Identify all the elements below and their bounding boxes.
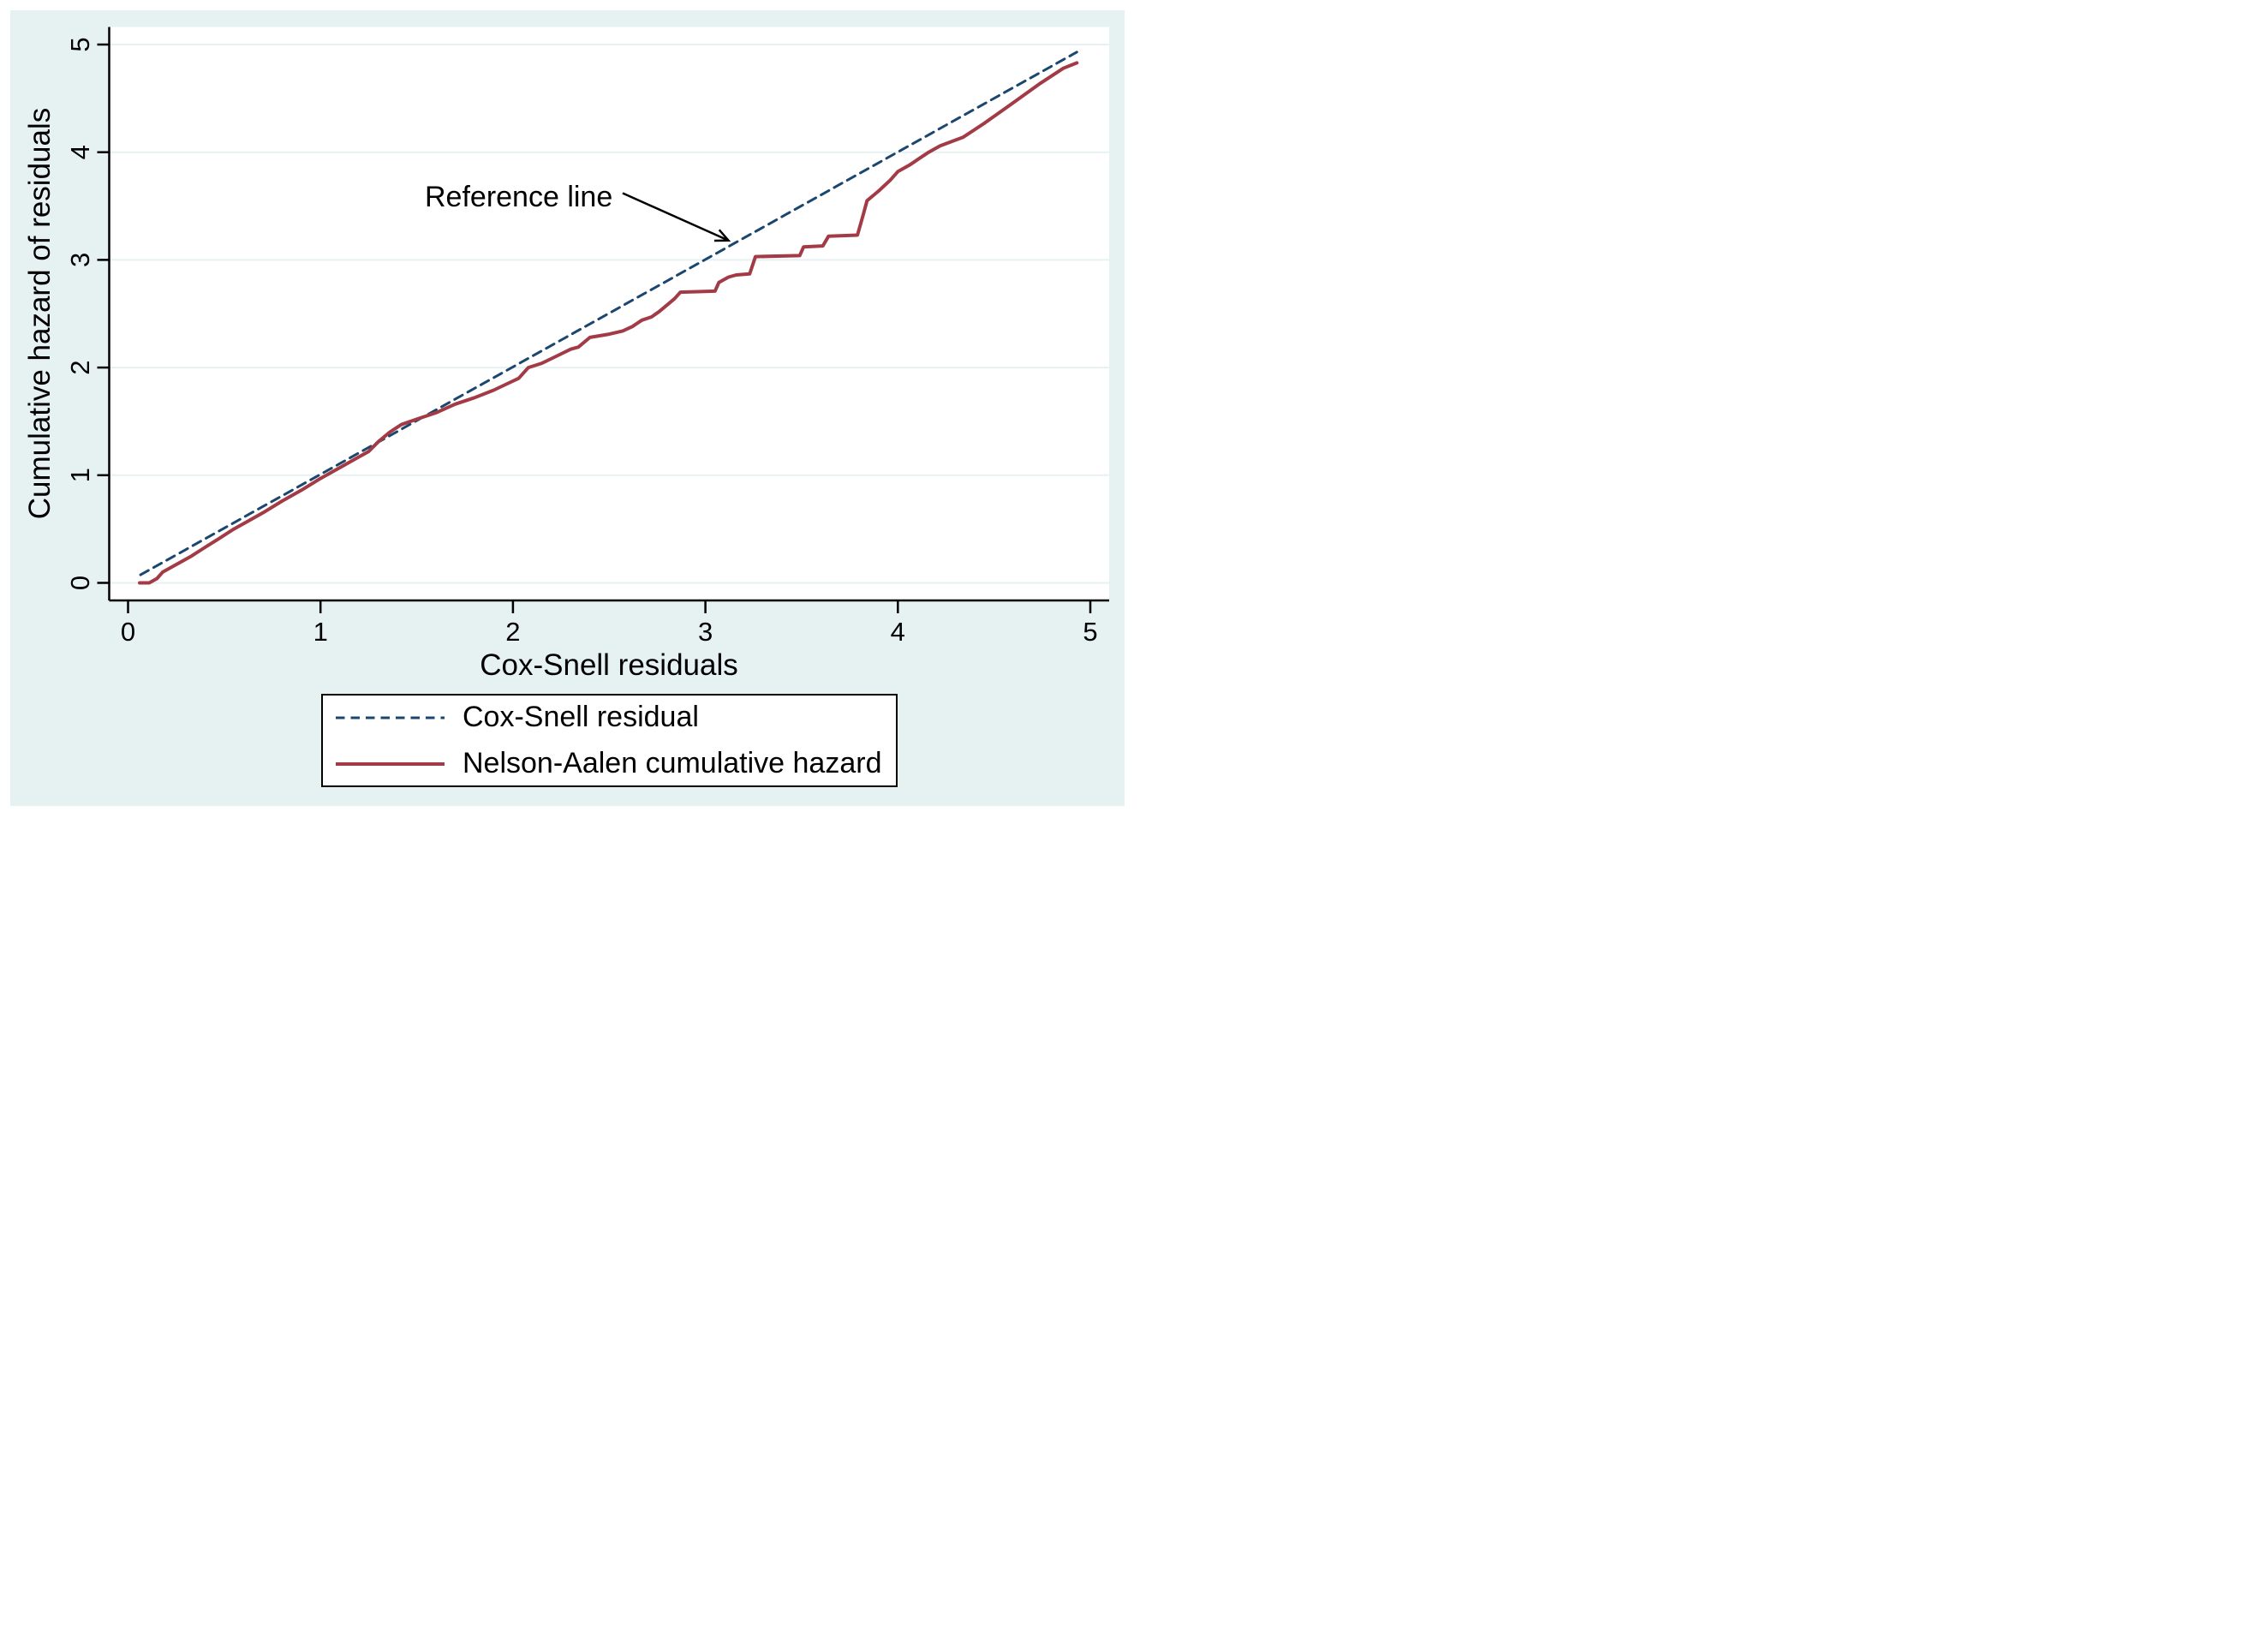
legend-item-cox-snell: Cox-Snell residual <box>335 697 896 738</box>
y-axis-title: Cumulative hazard of residuals <box>23 107 57 520</box>
chart-canvas: 0 1 2 3 4 5 0 1 2 3 4 5 <box>65 27 1109 647</box>
cox-snell-reference-series <box>139 51 1078 576</box>
x-tick-label: 3 <box>698 617 713 647</box>
y-tick-label: 2 <box>65 360 95 374</box>
y-tick-label: 0 <box>65 576 95 590</box>
x-axis-title: Cox-Snell residuals <box>480 648 738 682</box>
x-tick-label: 1 <box>313 617 328 647</box>
stata-graph-page: 0 1 2 3 4 5 0 1 2 3 4 5 Cumulative hazard of residu… <box>0 0 1134 818</box>
y-tick-label: 3 <box>65 253 95 267</box>
y-tick-label: 4 <box>65 145 95 159</box>
annotation-arrow <box>622 192 731 242</box>
dashed-line-swatch <box>336 716 445 719</box>
legend: Cox-Snell residual Nelson-Aalen cumulati… <box>321 694 898 787</box>
nelson-aalen-series <box>138 61 1079 585</box>
solid-line-swatch <box>336 761 445 766</box>
legend-item-nelson-aalen: Nelson-Aalen cumulative hazard <box>335 743 896 785</box>
x-tick-label: 4 <box>891 617 905 647</box>
y-tick-label: 1 <box>65 468 95 482</box>
x-tick-label: 2 <box>505 617 520 647</box>
legend-label-nelson-aalen: Nelson-Aalen cumulative hazard <box>463 747 882 779</box>
x-tick-label: 5 <box>1083 617 1097 647</box>
annotation-label: Reference line <box>425 181 613 213</box>
x-tick-label: 0 <box>121 617 135 647</box>
legend-label-cox-snell: Cox-Snell residual <box>463 701 699 733</box>
y-tick-label: 5 <box>65 37 95 51</box>
